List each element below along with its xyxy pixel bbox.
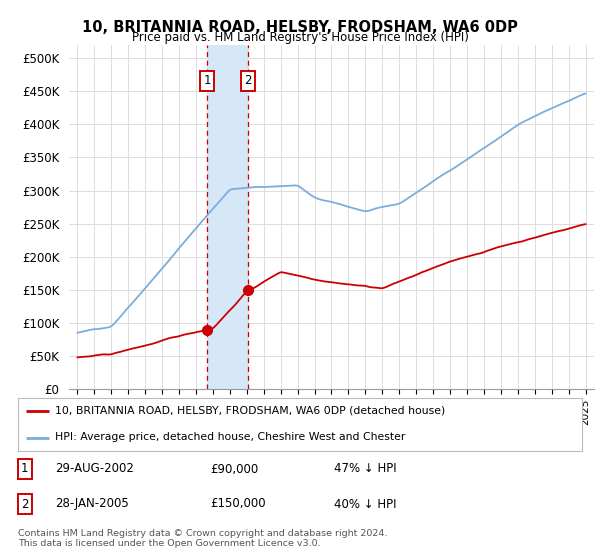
Text: 1: 1	[203, 74, 211, 87]
Text: 47% ↓ HPI: 47% ↓ HPI	[334, 463, 397, 475]
Text: 29-AUG-2002: 29-AUG-2002	[55, 463, 134, 475]
Text: HPI: Average price, detached house, Cheshire West and Chester: HPI: Average price, detached house, Ches…	[55, 432, 405, 442]
Text: 1: 1	[21, 463, 29, 475]
Bar	[207, 45, 248, 389]
Text: 2: 2	[244, 74, 252, 87]
Text: £90,000: £90,000	[210, 463, 258, 475]
Text: 10, BRITANNIA ROAD, HELSBY, FRODSHAM, WA6 0DP: 10, BRITANNIA ROAD, HELSBY, FRODSHAM, WA…	[82, 20, 518, 35]
Text: Price paid vs. HM Land Registry's House Price Index (HPI): Price paid vs. HM Land Registry's House …	[131, 31, 469, 44]
Text: 40% ↓ HPI: 40% ↓ HPI	[334, 497, 397, 511]
Text: 2: 2	[21, 497, 29, 511]
Text: 28-JAN-2005: 28-JAN-2005	[55, 497, 128, 511]
Text: Contains HM Land Registry data © Crown copyright and database right 2024.
This d: Contains HM Land Registry data © Crown c…	[18, 529, 388, 548]
Text: 10, BRITANNIA ROAD, HELSBY, FRODSHAM, WA6 0DP (detached house): 10, BRITANNIA ROAD, HELSBY, FRODSHAM, WA…	[55, 406, 445, 416]
Text: £150,000: £150,000	[210, 497, 265, 511]
